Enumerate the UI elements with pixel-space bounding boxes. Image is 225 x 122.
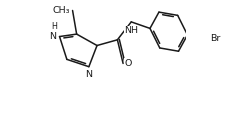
Text: CH₃: CH₃ bbox=[52, 6, 70, 15]
Text: O: O bbox=[125, 59, 132, 68]
Text: N: N bbox=[50, 32, 57, 41]
Text: NH: NH bbox=[124, 26, 138, 36]
Text: N: N bbox=[85, 70, 92, 79]
Text: H: H bbox=[52, 22, 58, 31]
Text: Br: Br bbox=[210, 34, 220, 43]
